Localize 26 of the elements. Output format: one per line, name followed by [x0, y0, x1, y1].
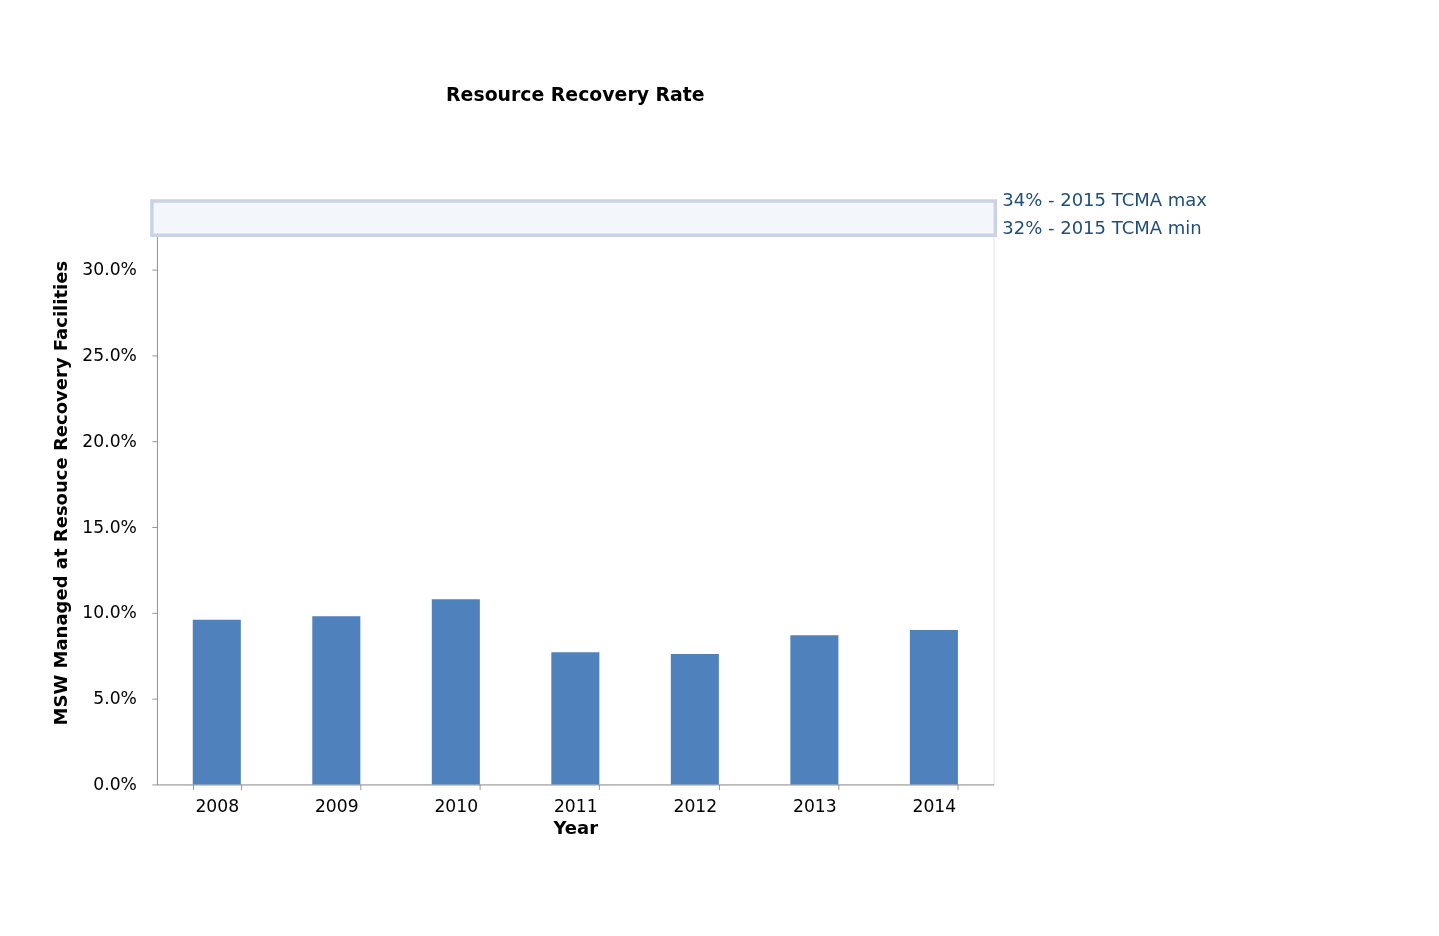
x-tick-label: 2009: [314, 796, 359, 817]
bar: [670, 654, 719, 785]
bar: [192, 619, 241, 785]
bar: [431, 599, 480, 785]
y-tick-label: 15.0%: [82, 516, 137, 537]
x-tick-label: 2011: [553, 796, 598, 817]
chart-title: Resource Recovery Rate: [446, 83, 705, 106]
y-axis-title: MSW Managed at Resouce Recovery Facilities: [49, 260, 71, 726]
x-tick-label: 2014: [912, 796, 957, 817]
bar: [909, 630, 958, 785]
bar: [790, 635, 839, 785]
y-tick-label: 10.0%: [82, 602, 137, 623]
bar: [312, 616, 361, 785]
y-tick-label: 20.0%: [82, 430, 137, 451]
y-tick-label: 30.0%: [82, 259, 137, 280]
text: 34% - 2015 TCMA max: [1002, 189, 1208, 211]
y-tick-label: 25.0%: [82, 345, 137, 366]
bar: [551, 652, 600, 785]
x-axis-title: Year: [552, 816, 599, 838]
x-tick-label: 2013: [792, 796, 837, 817]
x-tick-label: 2012: [673, 796, 718, 817]
x-tick-label: 2008: [195, 796, 240, 817]
y-tick-label: 5.0%: [93, 688, 137, 709]
y-tick-label: 0.0%: [93, 774, 137, 795]
text: 32% - 2015 TCMA min: [1002, 216, 1202, 238]
x-tick-label: 2010: [434, 796, 479, 817]
